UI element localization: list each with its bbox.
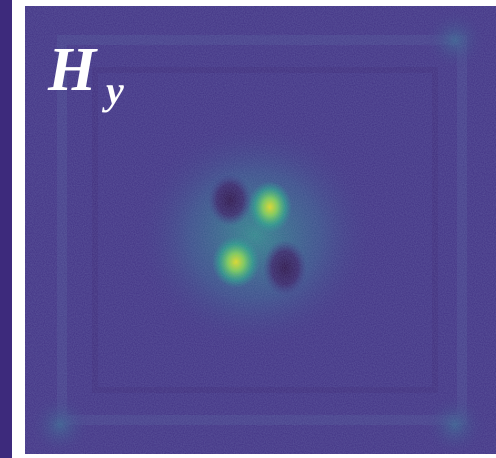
- page: H y (() => { const data = JSON.parse(doc…: [0, 0, 496, 458]
- field-label: H: [47, 36, 98, 104]
- field-map: H y: [0, 0, 496, 458]
- field-label-subscript: y: [102, 68, 124, 113]
- left-panel-edge: [0, 0, 12, 458]
